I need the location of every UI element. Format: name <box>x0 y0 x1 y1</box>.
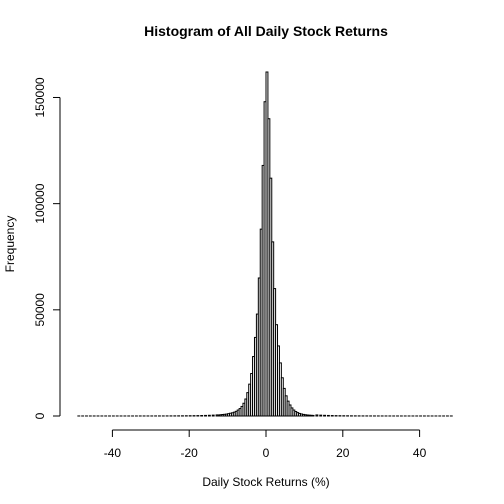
y-tick-label: 100000 <box>33 183 47 223</box>
x-tick-label: 20 <box>336 446 350 460</box>
x-tick-label: 0 <box>263 446 270 460</box>
x-axis: -40 -20 0 20 40 <box>104 429 427 460</box>
histogram-bar <box>207 414 211 417</box>
y-tick-label: 0 <box>33 412 47 419</box>
histogram-bars <box>77 71 453 417</box>
y-tick-label: 50000 <box>33 293 47 327</box>
y-axis-label: Frequency <box>3 216 17 273</box>
histogram-bar <box>204 414 207 417</box>
histogram-bar <box>319 414 323 417</box>
y-axis: 0 50000 100000 150000 <box>33 77 61 419</box>
x-tick-label: -20 <box>181 446 199 460</box>
x-tick-label: 40 <box>413 446 427 460</box>
x-axis-label: Daily Stock Returns (%) <box>202 475 329 489</box>
x-tick-label: -40 <box>104 446 122 460</box>
chart-title: Histogram of All Daily Stock Returns <box>144 23 388 39</box>
histogram-bar <box>211 414 215 417</box>
y-tick-label: 150000 <box>33 77 47 117</box>
histogram-bar <box>315 414 319 417</box>
histogram-bar <box>311 414 315 417</box>
histogram-bar <box>323 414 327 417</box>
histogram-bar <box>326 414 330 417</box>
